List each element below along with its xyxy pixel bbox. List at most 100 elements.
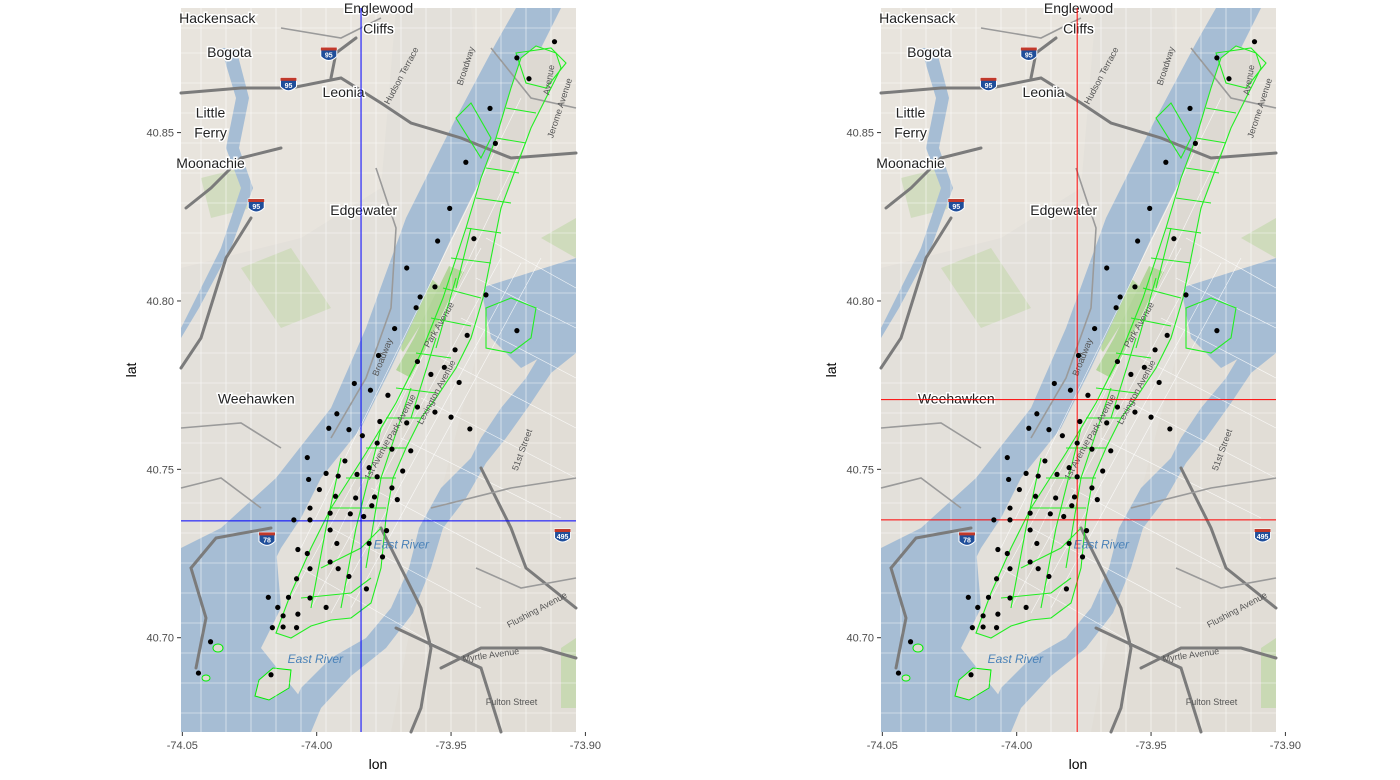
data-point xyxy=(1156,379,1162,386)
data-point xyxy=(304,454,310,461)
shield-top xyxy=(1254,529,1271,533)
water-label: East River xyxy=(1074,537,1130,551)
data-point xyxy=(383,528,390,534)
data-point xyxy=(377,418,383,425)
data-point xyxy=(1077,418,1083,425)
data-point xyxy=(448,414,454,420)
place-label: Leonia xyxy=(1023,84,1065,100)
data-point xyxy=(1063,586,1070,592)
shield-body xyxy=(320,46,338,61)
data-point xyxy=(1006,476,1012,483)
place-label: Leonia xyxy=(323,84,365,100)
data-point xyxy=(1046,427,1052,433)
data-point xyxy=(285,594,292,600)
x-tick-label: -74.05 xyxy=(867,740,898,752)
map-panel-right: Hackensack Bogota Englewood Cliffs Leonia Lit… xyxy=(823,0,1301,772)
data-point xyxy=(1027,559,1033,565)
shield-number: 95 xyxy=(285,83,293,90)
x-tick-label: -74.05 xyxy=(167,740,198,752)
data-point xyxy=(1114,358,1121,365)
data-point xyxy=(295,611,301,617)
x-tick-label: -73.90 xyxy=(1270,740,1301,752)
place-label: Cliffs xyxy=(363,20,394,36)
shield-top xyxy=(280,77,297,81)
data-point xyxy=(1135,238,1141,244)
data-point xyxy=(394,497,400,503)
data-point xyxy=(467,426,473,432)
shield-number: 95 xyxy=(985,83,993,90)
street-label: Fulton Street xyxy=(1186,697,1238,707)
shield-number: 95 xyxy=(325,52,333,59)
data-point xyxy=(1027,527,1033,533)
data-point xyxy=(327,510,333,516)
data-point xyxy=(895,670,902,676)
data-point xyxy=(1113,305,1119,311)
place-label: Ferry xyxy=(194,125,227,141)
data-point xyxy=(1114,404,1121,410)
x-tick-label: -73.90 xyxy=(570,740,601,752)
data-point xyxy=(374,474,380,480)
data-point xyxy=(1183,292,1189,298)
data-point xyxy=(323,604,329,611)
data-points-right xyxy=(895,39,1258,678)
data-point xyxy=(1083,528,1090,534)
place-label: Bogota xyxy=(207,44,252,60)
data-point xyxy=(1132,409,1138,415)
data-point xyxy=(369,503,375,509)
data-point xyxy=(1047,511,1053,517)
data-point xyxy=(316,486,322,493)
data-point xyxy=(359,433,365,439)
data-point xyxy=(1026,425,1032,431)
axes-left: -74.05 -74.00 -73.95 -73.90 40.70 40.75 40.80 4… xyxy=(146,128,601,752)
data-point xyxy=(1148,414,1154,420)
data-point xyxy=(327,559,333,565)
data-point xyxy=(1092,325,1098,332)
data-point xyxy=(1067,387,1074,393)
place-label: Hackensack xyxy=(879,10,956,26)
data-point xyxy=(1251,39,1258,45)
data-point xyxy=(1089,446,1095,452)
place-label: Edgewater xyxy=(330,202,397,218)
data-point xyxy=(432,284,438,290)
data-point xyxy=(1117,294,1123,300)
data-point xyxy=(1167,426,1173,432)
water-label: East River xyxy=(374,537,430,551)
data-point xyxy=(1004,454,1010,461)
data-point xyxy=(1074,440,1080,446)
shield-number: 495 xyxy=(1257,534,1269,541)
data-point xyxy=(1032,493,1039,499)
y-tick-label: 40.70 xyxy=(146,633,174,645)
data-point xyxy=(1085,392,1091,398)
data-point xyxy=(968,672,974,678)
shield-top xyxy=(948,199,965,203)
data-point xyxy=(441,364,447,370)
shield-number: 78 xyxy=(963,537,971,544)
data-point xyxy=(293,576,300,582)
data-point xyxy=(514,328,520,334)
data-point xyxy=(269,625,275,631)
data-point xyxy=(195,670,202,676)
data-point xyxy=(487,105,493,111)
shield-top xyxy=(980,77,997,81)
data-point xyxy=(969,625,975,631)
data-point xyxy=(1152,347,1158,353)
data-point xyxy=(980,624,986,630)
data-point xyxy=(1132,284,1138,290)
y-tick-label: 40.85 xyxy=(846,128,874,140)
data-point xyxy=(1007,595,1013,601)
data-point xyxy=(1074,474,1080,480)
data-point xyxy=(366,465,372,471)
place-label: Bogota xyxy=(907,44,952,60)
highway-shields-left: 95 95 95 78 495 xyxy=(247,46,572,546)
data-point xyxy=(1023,470,1029,476)
shield-number: 95 xyxy=(252,204,260,211)
data-point xyxy=(1053,495,1059,501)
highway-shields-right: 95 95 95 78 495 xyxy=(947,46,1272,546)
data-point xyxy=(1187,105,1193,111)
interstate-shield-icon: 95 xyxy=(320,46,338,61)
data-point xyxy=(1094,497,1100,503)
data-point xyxy=(389,485,395,491)
data-point xyxy=(374,440,380,446)
data-point xyxy=(432,409,438,415)
data-point xyxy=(392,325,398,332)
